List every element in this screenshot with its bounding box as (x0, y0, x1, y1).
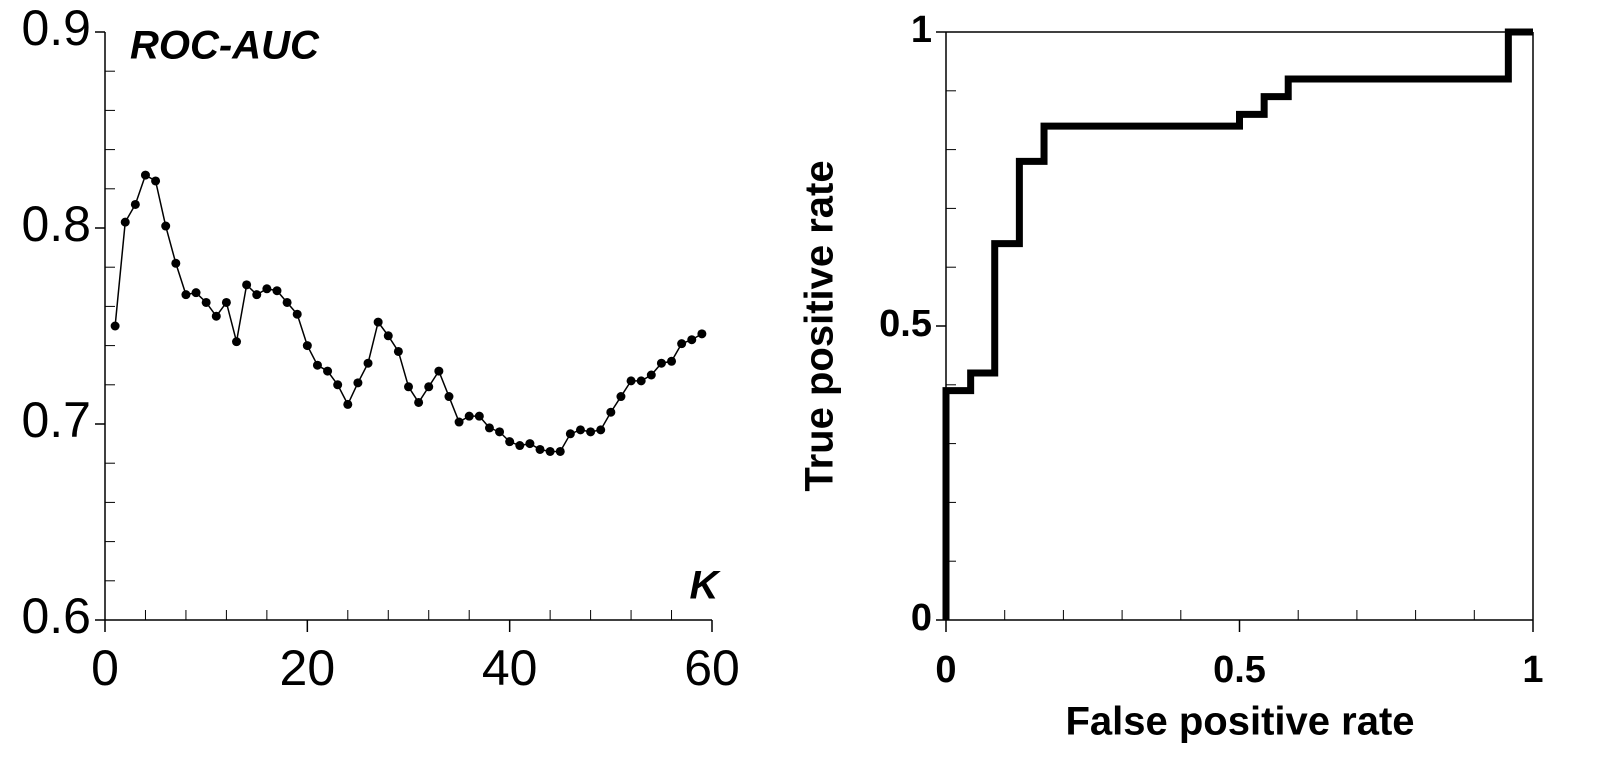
data-point (140, 170, 150, 180)
data-point (434, 366, 444, 376)
data-point (515, 441, 525, 451)
data-point (677, 339, 687, 349)
data-point (656, 358, 666, 368)
y-tick-label: 0.6 (21, 588, 91, 644)
data-point (323, 366, 333, 376)
data-point (393, 346, 403, 356)
roc-curve (942, 28, 1533, 620)
data-point (616, 392, 626, 402)
data-point (282, 297, 292, 307)
data-point (555, 446, 565, 456)
data-point (636, 376, 646, 386)
data-point (120, 217, 130, 227)
data-point (626, 376, 636, 386)
x-tick-label: 1 (1522, 649, 1543, 691)
data-point (404, 382, 413, 392)
x-tick-label: 60 (684, 640, 740, 696)
data-point (464, 411, 474, 421)
data-point (525, 439, 535, 449)
x-axis-label: False positive rate (1065, 700, 1414, 744)
data-point (373, 317, 383, 327)
data-point (646, 370, 656, 380)
x-tick-label: 0.5 (1213, 649, 1266, 691)
data-point (181, 290, 191, 300)
data-point (586, 427, 596, 437)
x-tick-label: 0 (935, 649, 956, 691)
data-point (151, 176, 161, 186)
data-point (596, 425, 606, 435)
y-tick-label: 0.5 (879, 303, 932, 345)
x-axis-label: K (690, 564, 722, 608)
data-point (171, 258, 181, 268)
data-point (363, 358, 373, 368)
x-tick-label: 20 (280, 640, 336, 696)
data-point (161, 221, 171, 231)
data-point (201, 297, 211, 307)
data-point (232, 337, 242, 347)
data-point (687, 335, 697, 345)
x-tick-label: 0 (91, 640, 119, 696)
data-point (312, 360, 322, 370)
y-tick-label: 0 (911, 597, 932, 639)
data-point (667, 356, 677, 366)
y-tick-label: 1 (911, 9, 932, 51)
data-point (505, 437, 515, 447)
panel-annotation: ROC-AUC (130, 24, 320, 68)
data-point (221, 297, 231, 307)
data-point (565, 429, 575, 439)
y-axis-label: True positive rate (798, 160, 842, 491)
data-point (292, 309, 302, 319)
data-point (252, 290, 262, 300)
data-point (454, 417, 464, 427)
data-point (272, 286, 282, 296)
data-point (110, 321, 120, 331)
data-point (575, 425, 585, 435)
data-point (606, 407, 616, 417)
y-tick-label: 0.8 (21, 196, 91, 252)
data-point (495, 427, 505, 437)
data-point (302, 341, 312, 351)
data-point (383, 331, 393, 341)
y-tick-label: 0.7 (21, 392, 91, 448)
data-point (545, 446, 555, 456)
data-point (474, 411, 484, 421)
data-point (242, 280, 252, 290)
y-tick-label: 0.9 (21, 0, 91, 56)
x-tick-label: 40 (482, 640, 538, 696)
data-point (424, 382, 434, 392)
data-point (343, 399, 353, 409)
data-point (697, 329, 707, 339)
data-point (444, 392, 454, 402)
data-point (414, 397, 424, 407)
data-point (333, 380, 343, 390)
data-point (191, 288, 201, 298)
data-point (535, 444, 545, 454)
data-point (211, 311, 221, 321)
data-point (262, 284, 272, 294)
data-point (130, 199, 140, 209)
data-point (353, 378, 363, 388)
data-point (484, 423, 494, 433)
